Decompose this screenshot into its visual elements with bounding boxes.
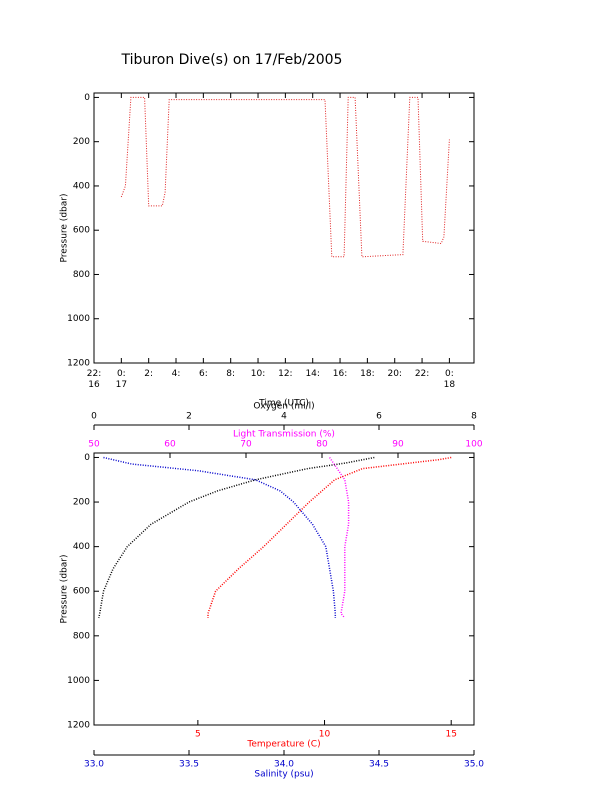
x-tick-label: 4: — [172, 369, 181, 379]
profile — [103, 456, 337, 618]
x-axis-label: Salinity (psu) — [254, 770, 313, 780]
x-tick-label: 18: — [360, 369, 374, 379]
y-tick-label: 1200 — [67, 721, 90, 731]
x-tick-label: 33.0 — [84, 760, 104, 770]
x-axis-label: Temperature (C) — [246, 740, 320, 750]
x-tick-label: 34.5 — [369, 760, 389, 770]
y-tick-label: 400 — [73, 181, 90, 191]
y-tick-label: 600 — [73, 587, 90, 597]
x-tick-label: 20: — [387, 369, 401, 379]
y-tick-label: 1000 — [67, 314, 90, 324]
x-tick-label: 6 — [376, 412, 382, 422]
x-tick-label: 33.5 — [179, 760, 199, 770]
y-tick-label: 800 — [73, 631, 90, 641]
profile — [207, 456, 452, 618]
x-tick-label: 0: 17 — [116, 369, 127, 390]
x-tick-label: 5 — [195, 730, 201, 740]
x-tick-label: 100 — [465, 440, 482, 450]
x-tick-label: 16: — [333, 369, 347, 379]
x-tick-label: 12: — [278, 369, 292, 379]
x-tick-label: 6: — [199, 369, 208, 379]
profile — [328, 457, 350, 619]
y-tick-label: 600 — [73, 226, 90, 236]
x-tick-label: 80 — [316, 440, 328, 450]
y-tick-label: 1000 — [67, 676, 90, 686]
profile — [98, 456, 375, 619]
x-tick-label: 8 — [471, 412, 477, 422]
x-tick-label: 50 — [88, 440, 100, 450]
x-axis-label: Light Transmission (%) — [233, 430, 335, 440]
y-tick-label: 200 — [73, 498, 90, 508]
y-tick-label: 0 — [84, 453, 90, 463]
y-tick-label: 400 — [73, 542, 90, 552]
y-tick-label: 0 — [84, 93, 90, 103]
x-tick-label: 4 — [281, 412, 287, 422]
y-tick-label: 200 — [73, 137, 90, 147]
x-tick-label: 22: 16 — [87, 369, 101, 390]
x-tick-label: 10 — [319, 730, 331, 740]
x-tick-label: 15 — [445, 730, 456, 740]
x-tick-label: 10: — [251, 369, 265, 379]
x-tick-label: 90 — [392, 440, 404, 450]
x-tick-label: 0 — [91, 412, 97, 422]
x-tick-label: 22: — [415, 369, 429, 379]
pressure-trace — [120, 96, 450, 258]
y-axis-label: Pressure (dbar) — [60, 194, 70, 263]
x-tick-label: 35.0 — [464, 760, 484, 770]
x-tick-label: 8: — [226, 369, 235, 379]
x-tick-label: 70 — [240, 440, 252, 450]
y-tick-label: 800 — [73, 270, 90, 280]
y-tick-label: 1200 — [67, 359, 90, 369]
plot-frame — [93, 452, 475, 726]
x-tick-label: 60 — [164, 440, 176, 450]
chart-title: Tiburon Dive(s) on 17/Feb/2005 — [121, 52, 343, 68]
x-tick-label: 2: — [144, 369, 153, 379]
x-axis-label: Time (UTC) — [258, 399, 309, 409]
y-axis-label: Pressure (dbar) — [60, 555, 70, 624]
x-tick-label: 34.0 — [274, 760, 294, 770]
x-tick-label: 2 — [186, 412, 192, 422]
x-axis-label: Oxygen (ml/l) — [253, 402, 314, 412]
x-tick-label: 0: 18 — [444, 369, 456, 390]
x-tick-label: 14: — [305, 369, 319, 379]
plot-frame — [93, 92, 475, 364]
